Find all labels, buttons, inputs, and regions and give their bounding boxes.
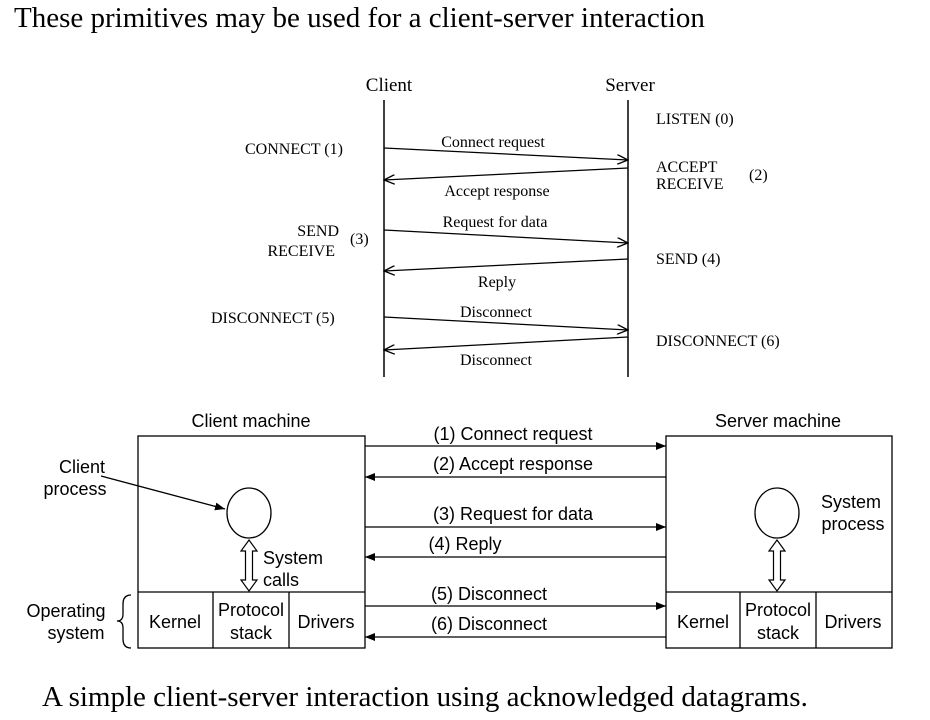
client-process-label-line2: process (43, 479, 106, 499)
server-lifeline-label: Server (605, 75, 655, 96)
arch-label-disconnect-client: (5) Disconnect (431, 584, 547, 604)
msg-arrow-disconnect-client (383, 316, 628, 330)
client-kernel-label: Kernel (149, 612, 201, 632)
msg-label-disconnect-server: Disconnect (460, 352, 533, 369)
client-machine-label: Client machine (191, 411, 310, 431)
client-connect-primitive: CONNECT (1) (245, 141, 343, 158)
arch-label-connect-request: (1) Connect request (433, 424, 592, 444)
system-process-label-line1: System (821, 492, 881, 512)
msg-arrow-reply (384, 258, 629, 271)
sequence-diagram: Client Server CONNECT (1) SEND RECEIVE (… (211, 75, 780, 377)
system-process-label-line2: process (821, 514, 884, 534)
arch-label-disconnect-server: (6) Disconnect (431, 614, 547, 634)
server-send-primitive: SEND (4) (656, 251, 720, 268)
architecture-diagram: Client machine Server machine Client pro… (26, 411, 893, 649)
server-machine-box (665, 435, 893, 649)
server-receive-primitive: RECEIVE (656, 176, 724, 193)
system-calls-label-line2: calls (263, 570, 299, 590)
arch-label-request-data: (3) Request for data (433, 504, 594, 524)
server-accept-receive-number: (2) (749, 167, 768, 184)
server-machine-label: Server machine (715, 411, 841, 431)
client-system-calls-arrow (239, 538, 259, 593)
arch-label-accept-response: (2) Accept response (433, 454, 593, 474)
client-protocol-label-line1: Protocol (218, 600, 284, 620)
client-send-receive-number: (3) (350, 231, 369, 248)
client-process-pointer (100, 475, 226, 511)
server-process-circle (754, 487, 800, 539)
client-process-label-line1: Client (59, 457, 105, 477)
msg-label-reply: Reply (478, 274, 516, 291)
server-listen-primitive: LISTEN (0) (656, 111, 734, 128)
client-receive-primitive: RECEIVE (267, 243, 335, 260)
server-drivers-label: Drivers (825, 612, 882, 632)
os-label-line2: system (47, 623, 104, 643)
client-drivers-label: Drivers (298, 612, 355, 632)
client-send-primitive: SEND (297, 223, 339, 240)
server-accept-primitive: ACCEPT (656, 159, 718, 176)
os-brace-icon (116, 594, 132, 649)
client-disconnect-primitive: DISCONNECT (5) (211, 310, 335, 327)
msg-arrow-accept-response (384, 167, 629, 180)
slide-caption: A simple client-server interaction using… (42, 681, 808, 713)
server-system-calls-arrow (767, 538, 787, 593)
msg-label-disconnect-client: Disconnect (460, 304, 533, 321)
msg-label-connect-request: Connect request (441, 134, 545, 151)
client-process-circle (226, 487, 272, 539)
msg-arrow-request-data (383, 229, 628, 243)
server-kernel-label: Kernel (677, 612, 729, 632)
client-protocol-label-line2: stack (230, 623, 273, 643)
system-calls-label-line1: System (263, 548, 323, 568)
msg-arrow-connect-request (383, 147, 628, 160)
server-protocol-label-line2: stack (757, 623, 800, 643)
os-label-line1: Operating (26, 601, 105, 621)
msg-label-request-data: Request for data (443, 214, 548, 231)
client-machine-box (137, 435, 366, 649)
server-disconnect-primitive: DISCONNECT (6) (656, 333, 780, 350)
msg-arrow-disconnect-server (384, 336, 629, 350)
arch-label-reply: (4) Reply (428, 534, 501, 554)
server-protocol-label-line1: Protocol (745, 600, 811, 620)
client-lifeline-label: Client (366, 75, 413, 96)
msg-label-accept-response: Accept response (444, 183, 549, 200)
slide-title: These primitives may be used for a clien… (14, 2, 705, 34)
